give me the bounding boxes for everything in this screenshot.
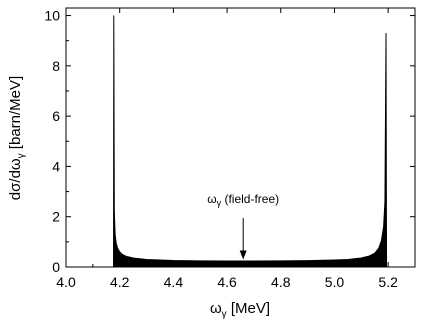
annotation-arrow-head	[239, 250, 247, 260]
x-tick-label: 4.2	[110, 274, 130, 290]
x-tick-label: 4.0	[56, 274, 76, 290]
y-tick-label: 0	[52, 259, 60, 275]
y-tick-label: 2	[52, 209, 60, 225]
x-tick-label: 4.8	[271, 274, 291, 290]
x-tick-label: 5.0	[325, 274, 345, 290]
y-axis-label: dσ/dωγ [barn/MeV]	[7, 76, 27, 200]
tick-layer: 4.0 4.2 4.4 4.6 4.8 5.0 5.2 0 2 4 6 8 10	[44, 8, 415, 290]
y-tick-label: 10	[44, 8, 60, 24]
data-layer	[113, 15, 388, 268]
x-axis-label: ωγ [MeV]	[210, 300, 270, 320]
x-tick-label: 4.6	[217, 274, 237, 290]
series-area-0	[113, 15, 388, 268]
x-tick-label: 4.4	[164, 274, 184, 290]
y-tick-label: 4	[52, 158, 60, 174]
annotation-layer: ωγ (field-free)	[207, 192, 279, 260]
annotation-text: ωγ (field-free)	[207, 192, 279, 208]
y-tick-label: 8	[52, 58, 60, 74]
plot-frame	[65, 7, 416, 268]
x-tick-label: 5.2	[378, 274, 398, 290]
y-tick-label: 6	[52, 108, 60, 124]
